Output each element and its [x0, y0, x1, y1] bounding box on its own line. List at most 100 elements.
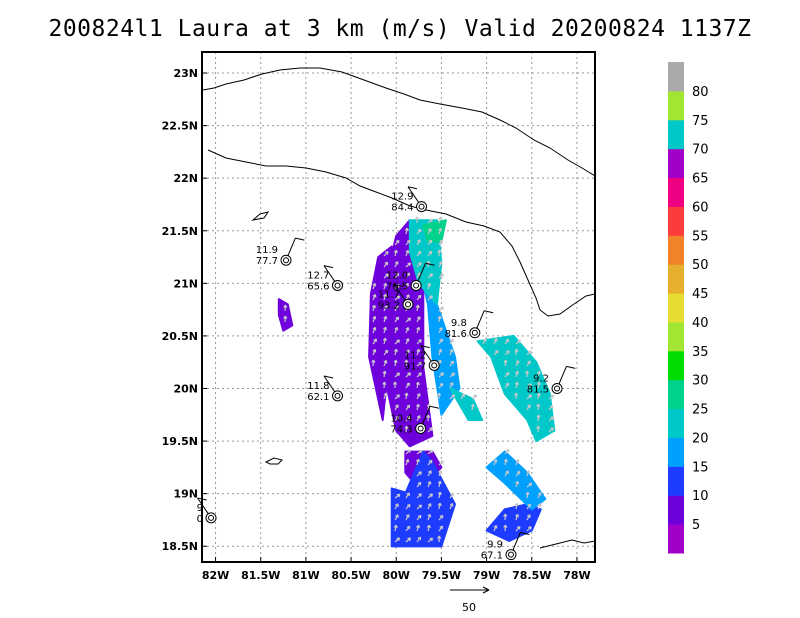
- wind-vector-arrowhead: [382, 370, 387, 375]
- reference-vector-head: [482, 586, 490, 594]
- station-value-upper: 9.9: [487, 540, 503, 551]
- wind-vector-arrowhead: [385, 273, 390, 278]
- wind-vector-arrowhead: [426, 524, 431, 529]
- wind-vector-arrowhead: [516, 525, 521, 530]
- wind-vector-arrowhead: [427, 513, 432, 518]
- wind-vector-arrowhead: [537, 492, 542, 496]
- wind-vector-arrowhead: [516, 470, 521, 475]
- station-value-upper: 12.9: [391, 192, 413, 203]
- speed-region: [485, 450, 547, 511]
- wind-vector-arrowhead: [392, 381, 398, 385]
- wind-vector-arrowhead: [449, 503, 454, 507]
- wind-vector-arrowhead: [404, 359, 409, 363]
- wind-vector-arrowhead: [506, 350, 510, 354]
- wind-vector-arrowhead: [394, 326, 399, 331]
- wind-vector-arrowhead: [372, 315, 377, 320]
- wind-vector-arrowhead: [418, 504, 423, 509]
- colorbar-label: 70: [692, 143, 709, 158]
- observation-station: 9.967.1: [481, 532, 530, 562]
- jamaica-coast: [539, 539, 595, 549]
- colorbar-label: 5: [692, 518, 700, 533]
- wind-vector-arrowhead: [407, 262, 412, 267]
- station-outer-ring: [410, 279, 422, 291]
- cuba-south-coast: [207, 149, 595, 317]
- wind-vector-arrowhead: [384, 261, 389, 266]
- wind-vector-arrowhead: [426, 414, 431, 418]
- station-inner-ring: [431, 362, 438, 369]
- wind-vector-arrowhead: [371, 304, 376, 309]
- colorbar-label: 40: [692, 316, 709, 331]
- wind-vector-arrowhead: [517, 339, 522, 344]
- wind-vector-arrowhead: [416, 326, 421, 331]
- station-inner-ring: [283, 257, 290, 264]
- colorbar-swatch: [668, 350, 684, 381]
- wind-vector-arrowhead: [470, 403, 475, 408]
- wind-vector-arrowhead: [372, 348, 377, 353]
- station-outer-ring: [428, 359, 440, 371]
- wind-vector-arrowhead: [515, 458, 520, 463]
- wind-vector-arrowhead: [537, 503, 542, 507]
- wind-vector-arrowhead: [437, 491, 442, 496]
- station-inner-ring: [417, 425, 424, 432]
- wind-vector-arrowhead: [384, 305, 388, 309]
- wind-vector-arrowhead: [536, 370, 541, 375]
- station-value-lower: 65.6: [307, 281, 329, 292]
- wind-vector-arrowhead: [405, 459, 410, 463]
- wind-vector-arrowhead: [405, 338, 410, 342]
- wind-vector-arrowhead: [417, 294, 422, 299]
- wind-vector-arrowhead: [503, 359, 508, 364]
- wind-barb-flag: [323, 375, 334, 379]
- wind-vector-arrowhead: [406, 239, 411, 244]
- wind-vector-arrowhead: [283, 304, 288, 308]
- wind-vector-arrowhead: [503, 513, 508, 517]
- station-value-lower: 76.5: [386, 281, 408, 292]
- station-outer-ring: [469, 327, 481, 339]
- wind-vector-arrowhead: [405, 249, 410, 254]
- observation-station: 12.765.6: [307, 265, 344, 292]
- colorbar-swatch: [668, 379, 684, 410]
- colorbar-label: 80: [692, 85, 709, 100]
- wind-vector-arrowhead: [437, 480, 442, 485]
- wind-vector-arrowhead: [395, 239, 400, 244]
- station-value-lower: 81.5: [527, 384, 549, 395]
- wind-vector-arrowhead: [404, 425, 409, 430]
- speed-region: [485, 503, 542, 542]
- wind-barb-flag: [394, 284, 404, 288]
- wind-vector-arrowhead: [416, 524, 420, 529]
- wind-vector-arrowhead: [440, 273, 445, 278]
- station-value-upper: 12.7: [307, 270, 329, 281]
- colorbar-label: 30: [692, 374, 709, 389]
- wind-vector-arrowhead: [384, 349, 389, 354]
- wind-vector-arrowhead: [482, 338, 487, 342]
- colorbar-swatch: [668, 90, 684, 121]
- speed-region: [449, 387, 484, 421]
- axis-tick-labels: 82W 81.5W 81W 80.5W 80W 79.5W 79W 78.5W 78W 18.5N…: [162, 67, 591, 582]
- coastline-layer: [202, 67, 595, 549]
- wind-vector-arrowhead: [415, 458, 420, 463]
- wind-barb-flag: [425, 262, 435, 266]
- wind-vector-arrowhead: [416, 393, 421, 397]
- colorbar-swatch: [668, 466, 684, 496]
- wind-vector-arrowhead: [394, 305, 399, 309]
- wind-vector-arrowhead: [528, 526, 532, 530]
- station-value-lower: 81.6: [445, 329, 467, 340]
- station-value-upper: 9: [197, 503, 203, 514]
- wind-vector-arrowhead: [393, 249, 398, 254]
- wind-vector-arrowhead: [473, 394, 478, 399]
- wind-vector-arrowhead: [373, 338, 377, 343]
- wind-vector-arrowhead: [439, 239, 443, 244]
- wind-vector-arrowhead: [450, 492, 454, 497]
- wind-vector-arrowhead: [416, 348, 421, 353]
- wind-vector-arrowhead: [450, 338, 454, 343]
- y-tick-label: 22N: [173, 172, 198, 185]
- station-value-upper: 10.4: [390, 413, 412, 424]
- wind-vector-arrowhead: [450, 360, 454, 365]
- wind-vector-arrowhead: [514, 381, 519, 386]
- wind-vector-arrowhead: [428, 228, 432, 232]
- wind-barb-flag: [520, 532, 530, 535]
- observation-station: 90: [197, 497, 217, 525]
- wind-vector-arrowhead: [505, 371, 510, 376]
- station-inner-ring: [418, 203, 425, 210]
- wind-vector-arrowhead: [418, 262, 422, 266]
- colorbar-swatch: [668, 321, 684, 352]
